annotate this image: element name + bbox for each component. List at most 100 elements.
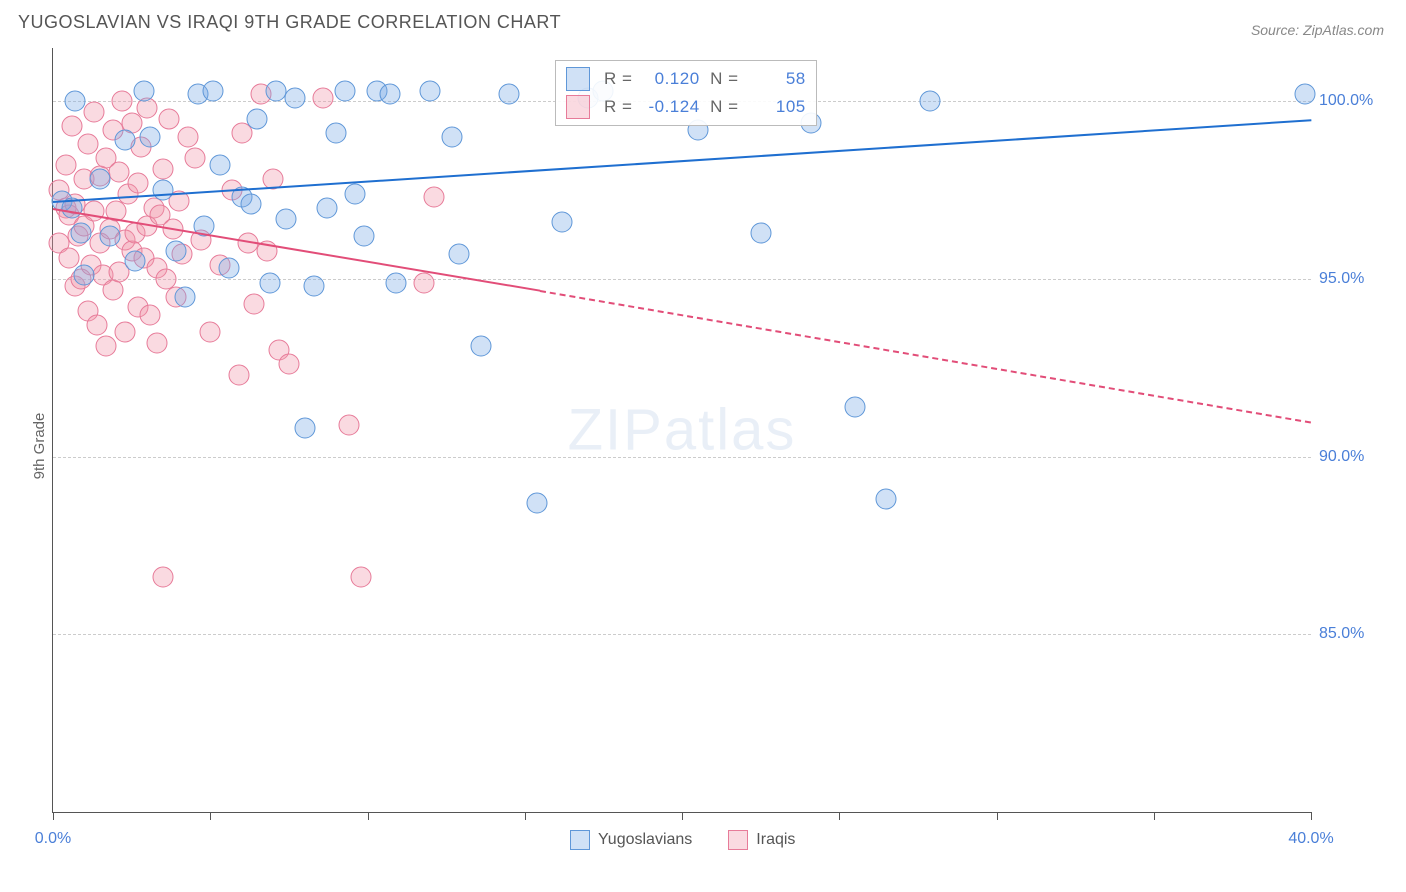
legend-label-iraqis: Iraqis	[756, 831, 795, 848]
y-tick-label: 100.0%	[1319, 92, 1379, 110]
legend-label-yugoslavians: Yugoslavians	[598, 831, 692, 848]
iraqis-point	[58, 247, 79, 268]
stats-swatch-iraqis	[566, 95, 590, 119]
iraqis-point	[200, 322, 221, 343]
iraqis-point	[313, 87, 334, 108]
yugoslavians-point	[65, 91, 86, 112]
stats-text-iraqis: R = -0.124 N = 105	[604, 93, 806, 121]
x-tick-mark	[368, 812, 370, 820]
yugoslavians-point	[74, 265, 95, 286]
yugoslavians-point	[448, 244, 469, 265]
iraqis-point	[178, 126, 199, 147]
watermark-bold: ZIP	[568, 398, 664, 463]
yugoslavians-point	[344, 183, 365, 204]
x-tick-mark	[1311, 812, 1313, 820]
yugoslavians-point	[876, 489, 897, 510]
iraqis-point	[423, 187, 444, 208]
yugoslavians-point	[326, 123, 347, 144]
iraqis-point	[87, 315, 108, 336]
yugoslavians-point	[153, 180, 174, 201]
iraqis-point	[83, 101, 104, 122]
yugoslavians-point	[140, 126, 161, 147]
iraqis-point	[159, 109, 180, 130]
iraqis-point	[109, 162, 130, 183]
yugoslavians-point	[99, 226, 120, 247]
iraqis-point	[96, 336, 117, 357]
yugoslavians-point	[1294, 84, 1315, 105]
iraqis-point	[228, 364, 249, 385]
iraqis-trend-dashed	[540, 290, 1311, 423]
yugoslavians-point	[115, 130, 136, 151]
iraqis-point	[146, 332, 167, 353]
yugoslavians-point	[175, 286, 196, 307]
iraqis-point	[153, 158, 174, 179]
iraqis-point	[153, 567, 174, 588]
x-tick-label-right: 40.0%	[1288, 830, 1333, 848]
x-tick-mark	[839, 812, 841, 820]
yugoslavians-point	[527, 492, 548, 513]
legend-swatch-yugoslavians	[570, 830, 590, 850]
iraqis-point	[112, 91, 133, 112]
legend-item-yugoslavians: Yugoslavians	[570, 830, 692, 850]
source-label: Source: ZipAtlas.com	[1251, 22, 1384, 38]
iraqis-point	[414, 272, 435, 293]
iraqis-point	[115, 322, 136, 343]
yugoslavians-point	[335, 80, 356, 101]
yugoslavians-point	[844, 396, 865, 417]
iraqis-point	[140, 304, 161, 325]
yugoslavians-point	[294, 418, 315, 439]
x-tick-mark	[210, 812, 212, 820]
iraqis-point	[137, 98, 158, 119]
x-tick-mark	[525, 812, 527, 820]
x-tick-label-left: 0.0%	[35, 830, 71, 848]
yugoslavians-point	[385, 272, 406, 293]
yugoslavians-point	[379, 84, 400, 105]
x-tick-mark	[997, 812, 999, 820]
yugoslavians-point	[247, 109, 268, 130]
iraqis-point	[127, 173, 148, 194]
yugoslavians-point	[354, 226, 375, 247]
yugoslavians-point	[71, 222, 92, 243]
yugoslavians-point	[90, 169, 111, 190]
gridline-h	[53, 279, 1311, 280]
yugoslavians-point	[304, 276, 325, 297]
iraqis-point	[351, 567, 372, 588]
yugoslavians-point	[165, 240, 186, 261]
yugoslavians-point	[203, 80, 224, 101]
yugoslavians-point	[209, 155, 230, 176]
x-tick-mark	[682, 812, 684, 820]
y-tick-label: 95.0%	[1319, 270, 1379, 288]
iraqis-point	[61, 116, 82, 137]
yugoslavians-point	[442, 126, 463, 147]
bottom-legend: Yugoslavians Iraqis	[570, 830, 795, 850]
stats-text-yugoslavians: R = 0.120 N = 58	[604, 65, 806, 93]
yugoslavians-point	[260, 272, 281, 293]
yugoslavians-point	[499, 84, 520, 105]
legend-item-iraqis: Iraqis	[728, 830, 795, 850]
yugoslavians-point	[134, 80, 155, 101]
yugoslavians-point	[552, 212, 573, 233]
y-tick-label: 85.0%	[1319, 625, 1379, 643]
gridline-h	[53, 457, 1311, 458]
x-tick-mark	[53, 812, 55, 820]
iraqis-point	[278, 354, 299, 375]
yugoslavians-point	[124, 251, 145, 272]
y-tick-label: 90.0%	[1319, 448, 1379, 466]
watermark-thin: atlas	[664, 398, 797, 463]
watermark: ZIPatlas	[568, 397, 797, 464]
x-tick-mark	[1154, 812, 1156, 820]
y-axis-label: 9th Grade	[31, 413, 48, 480]
chart-title: YUGOSLAVIAN VS IRAQI 9TH GRADE CORRELATI…	[18, 12, 561, 33]
yugoslavians-point	[470, 336, 491, 357]
iraqis-point	[184, 148, 205, 169]
legend-swatch-iraqis	[728, 830, 748, 850]
yugoslavians-point	[275, 208, 296, 229]
iraqis-point	[83, 201, 104, 222]
stats-legend: R = 0.120 N = 58R = -0.124 N = 105	[555, 60, 817, 126]
yugoslavians-point	[266, 80, 287, 101]
yugoslavians-point	[750, 222, 771, 243]
yugoslavians-point	[316, 197, 337, 218]
iraqis-point	[55, 155, 76, 176]
iraqis-point	[338, 414, 359, 435]
iraqis-point	[244, 293, 265, 314]
